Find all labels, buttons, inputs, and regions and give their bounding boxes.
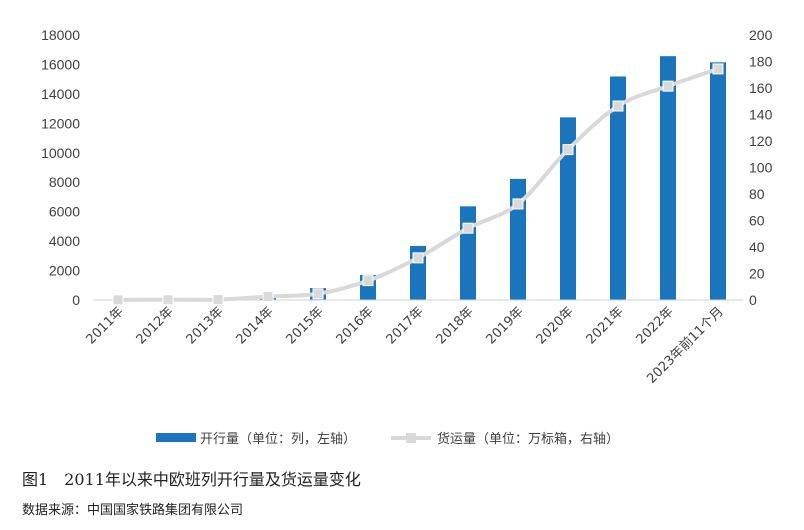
y-left-tick-label: 10000 (41, 145, 80, 161)
y-right-tick-label: 60 (749, 213, 765, 229)
y-right-tick-label: 0 (749, 292, 757, 308)
legend-bar-swatch (156, 433, 196, 442)
y-right-tick-label: 140 (749, 107, 773, 123)
y-left-tick-label: 8000 (49, 174, 80, 190)
figure-caption: 图1 2011年以来中欧班列开行量及货运量变化 (22, 470, 361, 489)
line-point (462, 222, 474, 234)
y-right-tick-label: 20 (749, 266, 765, 282)
y-left-tick-label: 2000 (49, 263, 80, 279)
y-right-tick-label: 160 (749, 80, 773, 96)
bar (610, 76, 626, 300)
line-point (562, 144, 574, 156)
y-left-tick-label: 6000 (49, 204, 80, 220)
y-right-tick-label: 200 (749, 27, 773, 43)
legend-line-marker (406, 433, 416, 443)
line-point (412, 252, 424, 264)
y-left-tick-label: 16000 (41, 56, 80, 72)
y-left-tick-label: 18000 (41, 27, 80, 43)
y-right-tick-label: 120 (749, 133, 773, 149)
legend-line-label: 货运量（单位：万标箱，右轴） (437, 431, 619, 447)
x-tick-label: 2015年 (284, 304, 327, 347)
x-tick-label: 2018年 (434, 304, 477, 347)
x-tick-label: 2016年 (334, 304, 377, 347)
y-left-tick-label: 0 (72, 292, 80, 308)
x-tick-label: 2021年 (584, 304, 627, 347)
line-point (362, 275, 374, 287)
x-tick-label: 2013年 (184, 304, 227, 347)
x-tick-label: 2012年 (134, 304, 177, 347)
line-point (312, 288, 324, 300)
y-right-tick-label: 180 (749, 54, 773, 70)
line-point (662, 80, 674, 92)
line-point (262, 291, 274, 303)
legend-bar-label: 开行量（单位：列，左轴） (200, 432, 356, 447)
x-tick-label: 2019年 (484, 304, 527, 347)
bar (710, 62, 726, 300)
line-point (112, 294, 124, 306)
y-left-tick-label: 4000 (49, 233, 80, 249)
y-right-tick-label: 40 (749, 239, 765, 255)
line-point (712, 63, 724, 75)
line-point (212, 294, 224, 306)
x-tick-label: 2017年 (384, 304, 427, 347)
y-left-tick-label: 12000 (41, 115, 80, 131)
legend: 开行量（单位：列，左轴） 货运量（单位：万标箱，右轴） (156, 431, 619, 447)
y-right-tick-label: 100 (749, 160, 773, 176)
plot-area: 0200040006000800010000120001400016000180… (41, 27, 773, 387)
line-point (162, 294, 174, 306)
bar (560, 117, 576, 300)
x-tick-label: 2014年 (234, 304, 277, 347)
x-tick-label: 2011年 (84, 304, 127, 347)
data-source: 数据来源：中国国家铁路集团有限公司 (22, 503, 244, 518)
bar (660, 56, 676, 300)
bar (460, 206, 476, 300)
x-tick-label: 2022年 (634, 304, 677, 347)
y-left-tick-label: 14000 (41, 86, 80, 102)
line-point (612, 100, 624, 112)
combo-chart: 0200040006000800010000120001400016000180… (41, 27, 773, 447)
x-tick-label: 2020年 (534, 304, 577, 347)
line-point (512, 198, 524, 210)
y-right-tick-label: 80 (749, 186, 765, 202)
